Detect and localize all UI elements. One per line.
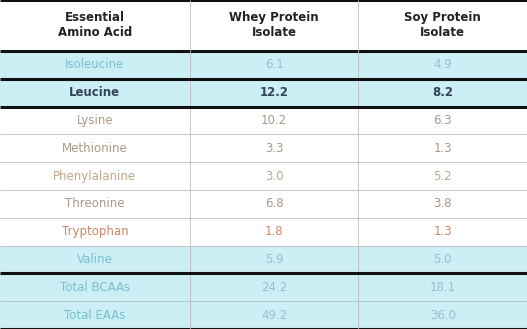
Text: Methionine: Methionine	[62, 142, 128, 155]
Text: 6.8: 6.8	[265, 197, 284, 211]
Bar	[0, 218, 190, 245]
Text: Essential
Amino Acid: Essential Amino Acid	[58, 12, 132, 39]
Text: 10.2: 10.2	[261, 114, 287, 127]
Text: Total EAAs: Total EAAs	[64, 309, 125, 322]
Text: Leucine: Leucine	[69, 86, 121, 99]
Bar	[190, 190, 358, 218]
Text: 36.0: 36.0	[430, 309, 456, 322]
Text: 8.2: 8.2	[432, 86, 453, 99]
Text: Valine: Valine	[77, 253, 113, 266]
Bar	[358, 273, 527, 301]
Bar	[190, 245, 358, 273]
Bar	[358, 79, 527, 107]
Text: 3.8: 3.8	[433, 197, 452, 211]
Bar	[190, 162, 358, 190]
Bar	[0, 79, 190, 107]
Text: 1.3: 1.3	[433, 142, 452, 155]
Bar	[190, 301, 358, 329]
Bar	[0, 107, 190, 134]
Text: Lysine: Lysine	[76, 114, 113, 127]
Text: Tryptophan: Tryptophan	[62, 225, 128, 238]
Bar	[358, 0, 527, 51]
Bar	[358, 190, 527, 218]
Text: Soy Protein
Isolate: Soy Protein Isolate	[404, 12, 481, 39]
Bar	[0, 0, 190, 51]
Bar	[358, 162, 527, 190]
Bar	[358, 218, 527, 245]
Text: 1.3: 1.3	[433, 225, 452, 238]
Text: 4.9: 4.9	[433, 58, 452, 71]
Text: 6.1: 6.1	[265, 58, 284, 71]
Text: Total BCAAs: Total BCAAs	[60, 281, 130, 294]
Bar	[0, 245, 190, 273]
Bar	[190, 107, 358, 134]
Bar	[190, 0, 358, 51]
Text: Isoleucine: Isoleucine	[65, 58, 124, 71]
Text: 6.3: 6.3	[433, 114, 452, 127]
Bar	[190, 51, 358, 79]
Bar	[358, 51, 527, 79]
Bar	[0, 134, 190, 162]
Bar	[0, 162, 190, 190]
Text: 12.2: 12.2	[259, 86, 289, 99]
Bar	[358, 245, 527, 273]
Bar	[190, 134, 358, 162]
Bar	[0, 301, 190, 329]
Bar	[190, 79, 358, 107]
Bar	[0, 190, 190, 218]
Text: 3.3: 3.3	[265, 142, 284, 155]
Bar	[358, 107, 527, 134]
Text: Threonine: Threonine	[65, 197, 124, 211]
Bar	[0, 273, 190, 301]
Text: 1.8: 1.8	[265, 225, 284, 238]
Text: 49.2: 49.2	[261, 309, 287, 322]
Bar	[0, 51, 190, 79]
Bar	[358, 301, 527, 329]
Text: 3.0: 3.0	[265, 169, 284, 183]
Text: Whey Protein
Isolate: Whey Protein Isolate	[229, 12, 319, 39]
Text: 18.1: 18.1	[430, 281, 456, 294]
Bar	[190, 218, 358, 245]
Text: 5.0: 5.0	[433, 253, 452, 266]
Text: 24.2: 24.2	[261, 281, 287, 294]
Bar	[358, 134, 527, 162]
Text: 5.2: 5.2	[433, 169, 452, 183]
Text: 5.9: 5.9	[265, 253, 284, 266]
Text: Phenylalanine: Phenylalanine	[53, 169, 136, 183]
Bar	[190, 273, 358, 301]
